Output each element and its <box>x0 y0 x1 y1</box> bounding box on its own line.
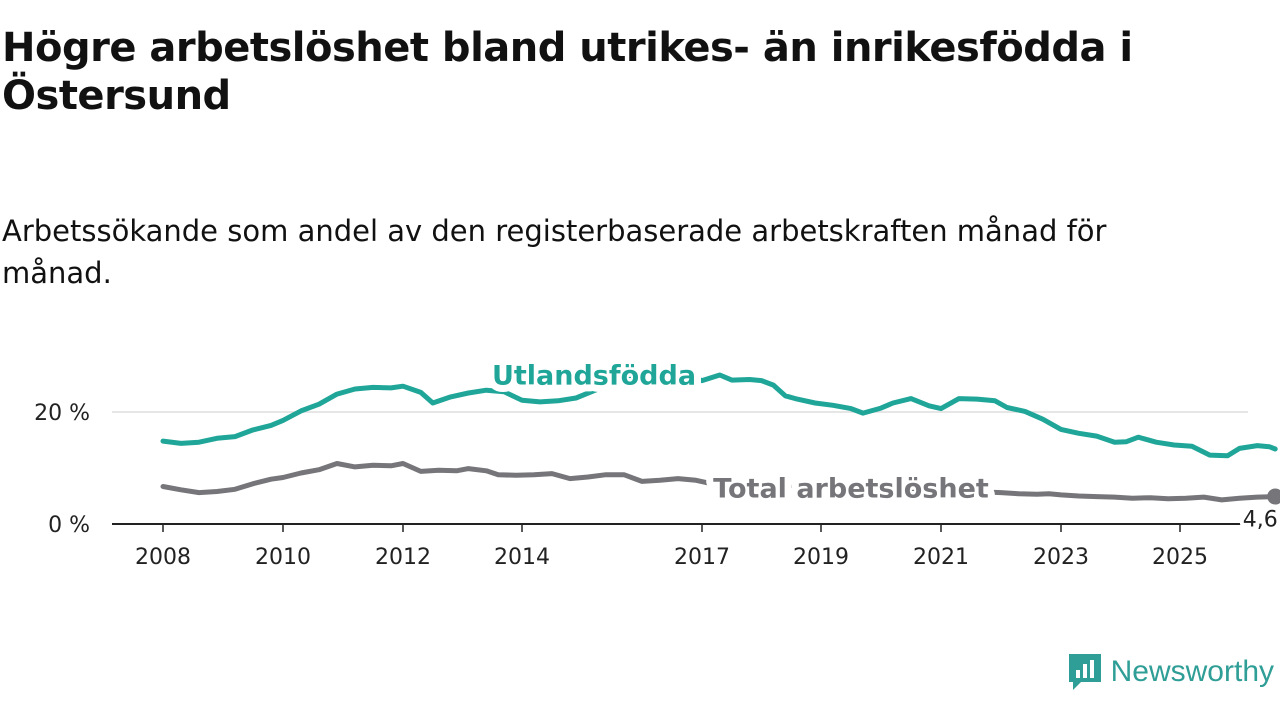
series-label: Utlandsfödda <box>492 361 696 392</box>
series-label: Total arbetslöshet <box>713 474 989 505</box>
series-label-halo: Total arbetslöshet <box>713 474 989 505</box>
x-tick-label: 2010 <box>255 545 311 570</box>
series-line-total <box>160 461 1278 503</box>
x-tick-label: 2012 <box>375 545 431 570</box>
x-tick-label: 2023 <box>1033 545 1089 570</box>
last-value-label: 4,6 % <box>1243 508 1280 533</box>
x-tick-label: 2014 <box>494 545 550 570</box>
last-value-dot <box>1267 488 1280 505</box>
brand-name: Newsworthy <box>1110 655 1274 688</box>
x-tick-label: 2017 <box>674 545 730 570</box>
x-tick-label: 2021 <box>913 545 969 570</box>
x-tick-label: 2008 <box>135 545 191 570</box>
chart-title: Högre arbetslöshet bland utrikes- än inr… <box>2 25 1133 119</box>
y-tick-label: 0 % <box>48 513 90 538</box>
x-tick-label: 2025 <box>1152 545 1208 570</box>
brand: Newsworthy <box>1067 652 1274 692</box>
last-value-label-halo: 4,6 % <box>1243 508 1280 533</box>
newsworthy-logo-icon <box>1068 654 1101 690</box>
x-tick-label: 2019 <box>793 545 849 570</box>
chart-subtitle: Arbetssökande som andel av den registerb… <box>2 214 1107 290</box>
series-line-utlandsfodda <box>160 369 1278 459</box>
y-tick-label: 20 % <box>34 401 90 426</box>
series-label-halo: Utlandsfödda <box>492 361 696 392</box>
